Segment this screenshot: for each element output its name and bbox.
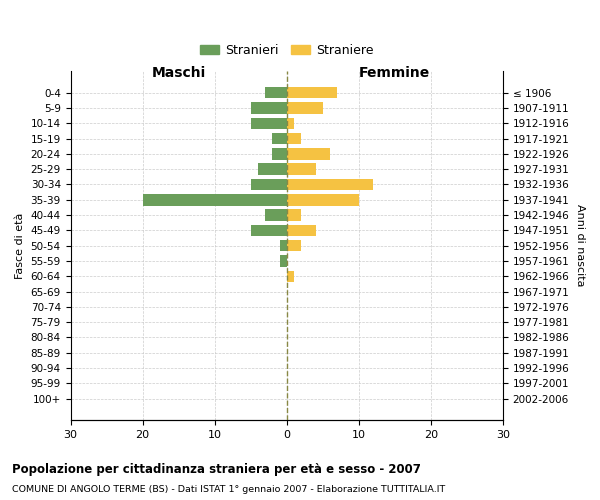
Bar xyxy=(251,102,287,114)
Bar xyxy=(287,148,330,160)
Y-axis label: Anni di nascita: Anni di nascita xyxy=(575,204,585,287)
Bar xyxy=(258,164,287,175)
Bar xyxy=(272,148,287,160)
Legend: Stranieri, Straniere: Stranieri, Straniere xyxy=(195,39,379,62)
Bar xyxy=(280,240,287,252)
Bar xyxy=(287,194,359,205)
Bar xyxy=(280,256,287,266)
Bar xyxy=(251,118,287,129)
Bar xyxy=(287,133,301,144)
Bar xyxy=(287,102,323,114)
Text: Femmine: Femmine xyxy=(359,66,430,80)
Bar xyxy=(287,224,316,236)
Text: Popolazione per cittadinanza straniera per età e sesso - 2007: Popolazione per cittadinanza straniera p… xyxy=(12,462,421,475)
Bar xyxy=(143,194,287,205)
Y-axis label: Fasce di età: Fasce di età xyxy=(15,212,25,279)
Bar xyxy=(287,240,301,252)
Bar xyxy=(265,87,287,99)
Bar xyxy=(272,133,287,144)
Bar xyxy=(287,164,316,175)
Text: Maschi: Maschi xyxy=(152,66,206,80)
Text: COMUNE DI ANGOLO TERME (BS) - Dati ISTAT 1° gennaio 2007 - Elaborazione TUTTITAL: COMUNE DI ANGOLO TERME (BS) - Dati ISTAT… xyxy=(12,486,445,494)
Bar xyxy=(287,179,373,190)
Bar xyxy=(287,87,337,99)
Bar xyxy=(251,179,287,190)
Bar xyxy=(287,118,294,129)
Bar xyxy=(265,210,287,221)
Bar xyxy=(251,224,287,236)
Bar xyxy=(287,270,294,282)
Bar xyxy=(287,210,301,221)
